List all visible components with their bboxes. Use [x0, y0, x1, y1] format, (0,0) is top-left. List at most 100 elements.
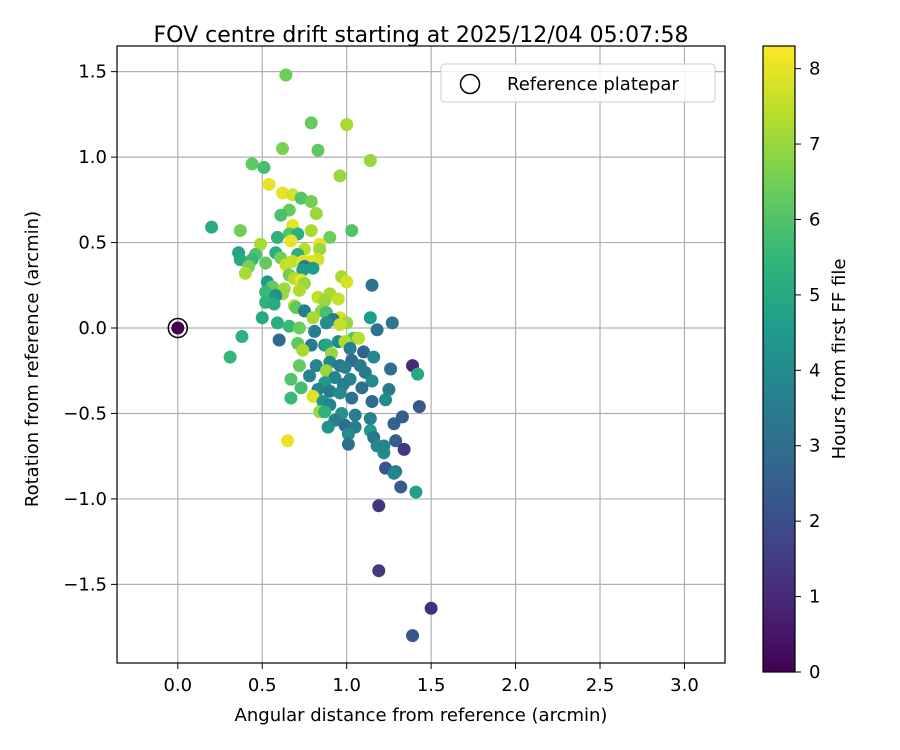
- data-point: [272, 333, 286, 347]
- data-point: [382, 383, 396, 397]
- data-point: [284, 234, 298, 248]
- colorbar-ticks: 0 1 2 3 4 5 6 7 8: [795, 59, 820, 683]
- data-point: [340, 118, 354, 132]
- data-point: [292, 283, 306, 297]
- data-point: [282, 319, 296, 333]
- y-tick-label: −1.5: [63, 574, 107, 595]
- data-point: [370, 323, 384, 337]
- data-point: [348, 408, 362, 422]
- data-point: [397, 442, 411, 456]
- legend: Reference platepar: [440, 63, 716, 103]
- data-point: [274, 208, 288, 222]
- data-point: [352, 331, 366, 345]
- y-tick-label: −0.5: [63, 403, 107, 424]
- data-point: [255, 311, 269, 325]
- colorbar-gradient: [762, 45, 796, 673]
- colorbar-tick-label: 1: [809, 587, 820, 608]
- data-point: [331, 292, 345, 306]
- data-point: [338, 360, 352, 374]
- data-point: [387, 417, 401, 431]
- data-point: [259, 256, 273, 270]
- data-point: [365, 395, 379, 409]
- data-point: [267, 297, 281, 311]
- data-point: [296, 263, 310, 277]
- data-point: [279, 258, 293, 272]
- y-axis-label: Rotation from reference (arcmin): [22, 211, 43, 507]
- data-point: [341, 427, 355, 441]
- data-point: [245, 157, 259, 171]
- data-point: [309, 359, 323, 373]
- colorbar-tick-label: 7: [809, 134, 820, 155]
- data-point: [412, 400, 426, 414]
- data-point: [308, 324, 322, 338]
- data-point: [363, 154, 377, 168]
- x-tick-label: 1.5: [417, 675, 446, 696]
- legend-label: Reference platepar: [507, 74, 679, 95]
- data-point: [323, 384, 337, 398]
- colorbar-tick-label: 0: [809, 662, 820, 683]
- data-point: [379, 393, 393, 407]
- data-point: [303, 369, 317, 383]
- data-point: [238, 266, 252, 280]
- y-tick-label: 1.0: [78, 147, 107, 168]
- data-point: [306, 261, 320, 275]
- data-point: [424, 601, 438, 615]
- data-point: [270, 230, 284, 244]
- colorbar-tick-label: 4: [809, 360, 820, 381]
- x-axis-label: Angular distance from reference (arcmin): [235, 705, 608, 726]
- data-point: [411, 367, 425, 381]
- data-point: [333, 318, 347, 332]
- colorbar-label: Hours from first FF file: [829, 259, 850, 460]
- colorbar-tick-label: 2: [809, 511, 820, 532]
- colorbar-tick-label: 3: [809, 436, 820, 457]
- data-point: [389, 434, 403, 448]
- legend-reference-marker: [459, 73, 481, 95]
- data-point: [313, 242, 327, 256]
- y-tick-label: 0.5: [78, 233, 107, 254]
- x-axis-ticks: 0.0 0.5 1.0 1.5 2.0 2.5 3.0: [163, 663, 699, 696]
- data-point: [333, 386, 347, 400]
- plot-frame: [116, 45, 726, 664]
- data-point: [257, 160, 271, 174]
- reference-point: [171, 321, 185, 335]
- data-point: [409, 485, 423, 499]
- data-point: [205, 220, 219, 234]
- data-point: [296, 343, 310, 357]
- data-point: [345, 224, 359, 238]
- data-point: [372, 499, 386, 513]
- data-point: [223, 350, 237, 364]
- data-point: [292, 321, 306, 335]
- colorbar-tick-label: 5: [809, 285, 820, 306]
- data-point: [276, 186, 290, 200]
- data-point: [357, 345, 371, 359]
- data-point: [259, 285, 273, 299]
- data-point: [363, 311, 377, 325]
- data-point: [355, 381, 369, 395]
- data-point: [394, 480, 408, 494]
- data-point: [304, 224, 318, 238]
- data-point: [406, 629, 420, 643]
- data-point: [372, 564, 386, 578]
- data-point: [311, 143, 325, 157]
- data-point: [292, 359, 306, 373]
- data-point: [270, 316, 284, 330]
- x-tick-label: 1.0: [332, 675, 361, 696]
- data-point: [294, 381, 308, 395]
- data-point: [363, 412, 377, 426]
- y-tick-label: 1.5: [78, 62, 107, 83]
- y-tick-label: −1.0: [63, 489, 107, 510]
- data-point: [323, 230, 337, 244]
- data-point: [321, 420, 335, 434]
- data-point: [304, 195, 318, 209]
- data-point: [309, 206, 323, 220]
- chart-title: FOV centre drift starting at 2025/12/04 …: [154, 23, 689, 48]
- data-point: [333, 169, 347, 183]
- data-point: [318, 294, 332, 308]
- data-point: [306, 311, 320, 325]
- x-tick-label: 0.5: [248, 675, 277, 696]
- data-point: [365, 374, 379, 388]
- x-tick-label: 3.0: [670, 675, 699, 696]
- data-point: [387, 466, 401, 480]
- data-point: [279, 68, 293, 82]
